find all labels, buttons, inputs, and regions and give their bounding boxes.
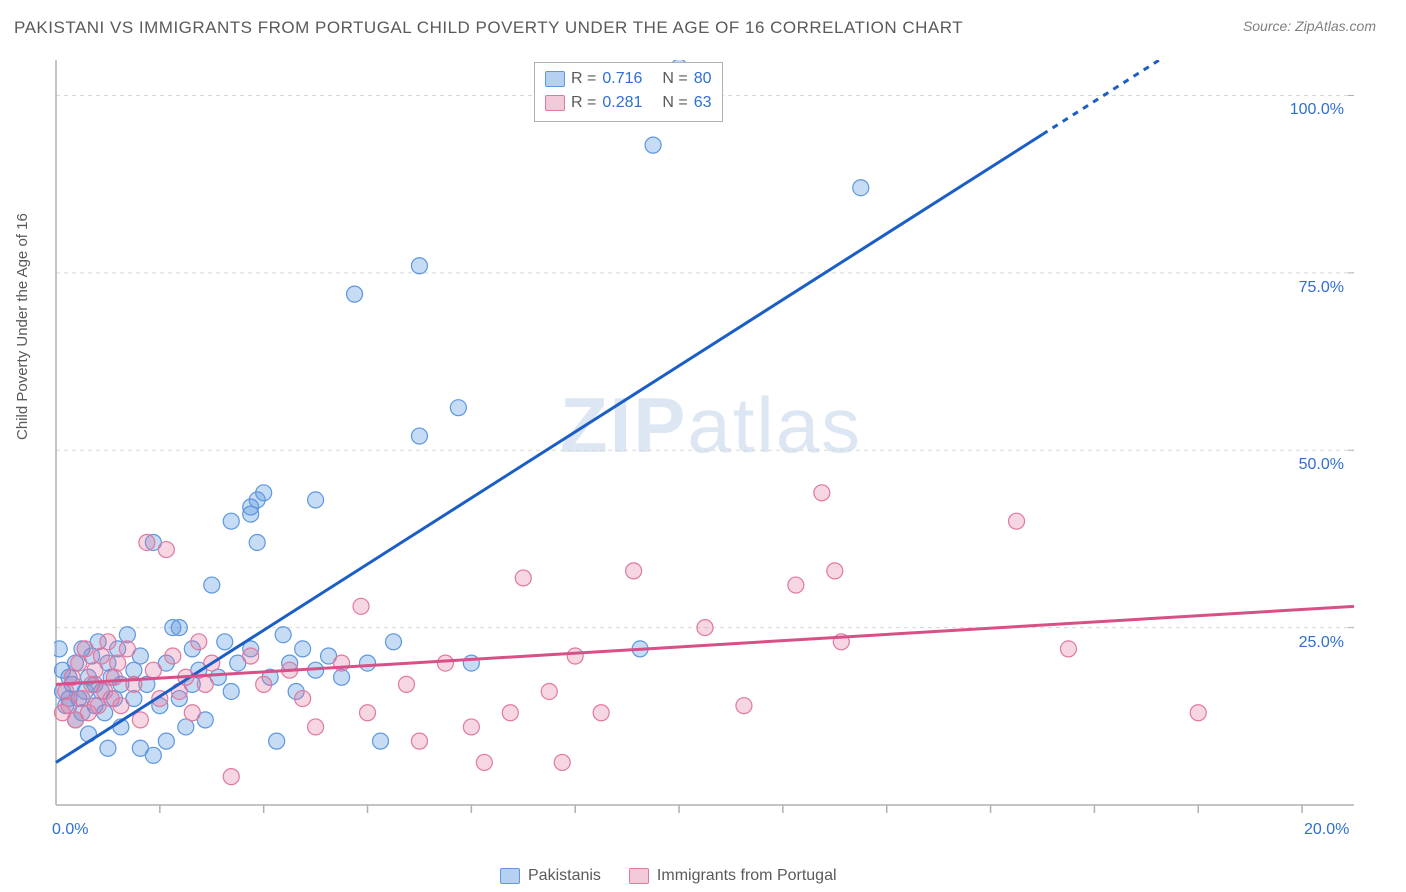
y-tick-label: 25.0% bbox=[1284, 634, 1344, 652]
y-tick-label: 50.0% bbox=[1284, 456, 1344, 474]
r-label-1: R = bbox=[571, 67, 596, 91]
n-value-1: 80 bbox=[694, 67, 712, 91]
r-value-1: 0.716 bbox=[602, 67, 642, 91]
y-tick-label: 75.0% bbox=[1284, 279, 1344, 297]
swatch-pink bbox=[545, 95, 565, 111]
stats-row-2: R = 0.281 N = 63 bbox=[545, 91, 712, 115]
r-label-2: R = bbox=[571, 91, 596, 115]
x-axis-origin-label: 0.0% bbox=[52, 821, 88, 839]
bottom-legend-label-1: Pakistanis bbox=[528, 867, 601, 885]
bottom-legend-item-1: Pakistanis bbox=[500, 867, 601, 885]
x-axis-max-label: 20.0% bbox=[1304, 821, 1349, 839]
swatch-blue bbox=[545, 71, 565, 87]
bottom-legend: Pakistanis Immigrants from Portugal bbox=[500, 867, 837, 885]
chart-title: PAKISTANI VS IMMIGRANTS FROM PORTUGAL CH… bbox=[14, 18, 963, 38]
source-attribution: Source: ZipAtlas.com bbox=[1243, 18, 1376, 34]
n-value-2: 63 bbox=[694, 91, 712, 115]
bottom-legend-label-2: Immigrants from Portugal bbox=[657, 867, 837, 885]
bottom-legend-item-2: Immigrants from Portugal bbox=[629, 867, 837, 885]
n-label-1: N = bbox=[662, 67, 687, 91]
y-tick-label: 100.0% bbox=[1284, 101, 1344, 119]
stats-legend: R = 0.716 N = 80 R = 0.281 N = 63 bbox=[534, 62, 723, 122]
r-value-2: 0.281 bbox=[602, 91, 642, 115]
n-label-2: N = bbox=[662, 91, 687, 115]
scatter-chart bbox=[54, 60, 1354, 830]
y-axis-label: Child Poverty Under the Age of 16 bbox=[14, 213, 31, 440]
swatch-pink-bottom bbox=[629, 868, 649, 884]
stats-row-1: R = 0.716 N = 80 bbox=[545, 67, 712, 91]
swatch-blue-bottom bbox=[500, 868, 520, 884]
